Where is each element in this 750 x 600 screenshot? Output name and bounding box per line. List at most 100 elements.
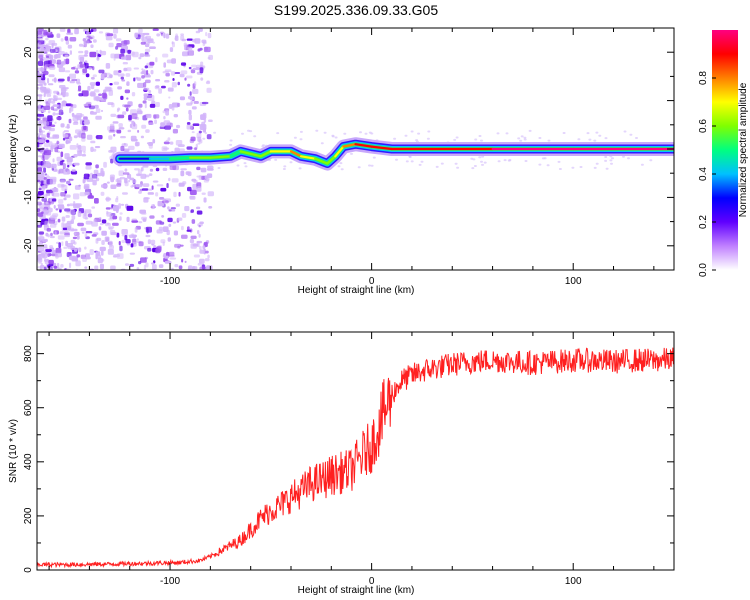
- noise-speck: [109, 229, 116, 235]
- noise-speck: [427, 130, 431, 133]
- noise-speck: [158, 88, 162, 94]
- noise-speck: [61, 241, 64, 246]
- snr-x-axis-label: Height of straight line (km): [298, 585, 415, 596]
- noise-speck: [112, 255, 117, 258]
- noise-speck: [48, 98, 52, 104]
- noise-speck: [39, 250, 47, 253]
- noise-speck: [190, 235, 197, 239]
- noise-speck: [101, 230, 107, 236]
- ridge-core: [168, 156, 192, 160]
- noise-speck: [181, 258, 184, 263]
- noise-speck: [103, 161, 107, 168]
- noise-speck: [59, 28, 66, 32]
- noise-speck: [47, 78, 50, 84]
- noise-speck: [213, 131, 217, 134]
- noise-speck: [43, 87, 50, 94]
- noise-speck: [159, 197, 165, 200]
- noise-speck: [604, 159, 608, 162]
- noise-speck: [152, 139, 156, 144]
- noise-speck: [69, 37, 77, 42]
- noise-speck: [169, 164, 177, 170]
- noise-speck: [84, 256, 91, 260]
- noise-speck: [82, 178, 86, 184]
- noise-speck: [293, 136, 297, 139]
- noise-speck: [149, 46, 156, 49]
- noise-speck: [56, 156, 63, 162]
- noise-speck: [340, 168, 344, 171]
- noise-speck: [454, 162, 458, 165]
- noise-speck: [95, 115, 102, 120]
- noise-speck: [56, 116, 62, 120]
- noise-speck: [65, 58, 70, 65]
- noise-speck: [107, 76, 113, 79]
- noise-speck: [90, 110, 94, 114]
- noise-speck: [178, 191, 181, 197]
- noise-speck: [415, 139, 419, 142]
- noise-speck: [43, 164, 48, 168]
- ridge-core: [209, 155, 232, 159]
- noise-speck: [69, 107, 72, 114]
- noise-speck: [57, 93, 64, 96]
- noise-speck: [133, 67, 139, 70]
- noise-speck: [117, 86, 122, 90]
- noise-speck: [54, 147, 59, 153]
- noise-speck: [496, 132, 500, 135]
- noise-speck: [339, 162, 343, 165]
- noise-speck: [45, 37, 49, 41]
- noise-speck: [66, 32, 74, 35]
- x-tick-label: -100: [160, 276, 180, 287]
- noise-speck: [188, 109, 192, 115]
- noise-speck: [84, 60, 88, 63]
- noise-speck: [180, 33, 184, 36]
- noise-speck: [192, 243, 199, 247]
- noise-speck: [187, 186, 192, 192]
- noise-speck: [155, 85, 160, 88]
- noise-speck: [105, 223, 111, 227]
- noise-speck: [200, 77, 204, 81]
- noise-speck: [170, 71, 176, 76]
- noise-speck: [579, 166, 583, 168]
- noise-speck: [141, 188, 149, 191]
- noise-speck: [159, 31, 165, 34]
- noise-speck: [118, 241, 121, 246]
- noise-speck: [152, 41, 155, 44]
- noise-speck: [64, 36, 69, 41]
- noise-speck: [137, 82, 145, 88]
- noise-speck: [85, 165, 92, 170]
- noise-speck: [43, 121, 47, 125]
- noise-speck: [50, 223, 57, 228]
- noise-speck: [66, 180, 71, 185]
- noise-speck: [199, 124, 207, 130]
- noise-speck: [163, 62, 166, 68]
- noise-speck: [43, 29, 48, 35]
- noise-speck: [137, 108, 142, 112]
- noise-speck: [140, 71, 144, 75]
- noise-speck: [129, 263, 135, 267]
- noise-speck: [95, 81, 100, 86]
- noise-speck: [276, 132, 280, 135]
- noise-speck: [146, 39, 153, 42]
- noise-speck: [205, 32, 208, 37]
- noise-speck: [610, 162, 613, 165]
- noise-speck: [95, 253, 98, 260]
- noise-speck: [109, 83, 113, 86]
- noise-speck: [87, 85, 91, 91]
- noise-speck: [116, 253, 124, 259]
- noise-speck: [89, 105, 95, 110]
- noise-speck: [627, 157, 630, 160]
- noise-speck: [37, 113, 45, 117]
- noise-speck: [480, 160, 483, 163]
- noise-speck: [96, 135, 103, 140]
- noise-speck: [69, 80, 75, 84]
- snr-y-ticks: 0 200 400 600 800: [23, 345, 674, 573]
- noise-speck: [49, 190, 54, 194]
- noise-speck: [98, 31, 104, 34]
- noise-speck: [168, 223, 172, 227]
- noise-speck: [40, 180, 45, 187]
- noise-speck: [44, 127, 52, 130]
- noise-speck: [207, 191, 214, 197]
- noise-speck: [147, 95, 155, 101]
- noise-speck: [196, 210, 203, 215]
- noise-speck: [72, 236, 77, 240]
- noise-speck: [90, 29, 94, 33]
